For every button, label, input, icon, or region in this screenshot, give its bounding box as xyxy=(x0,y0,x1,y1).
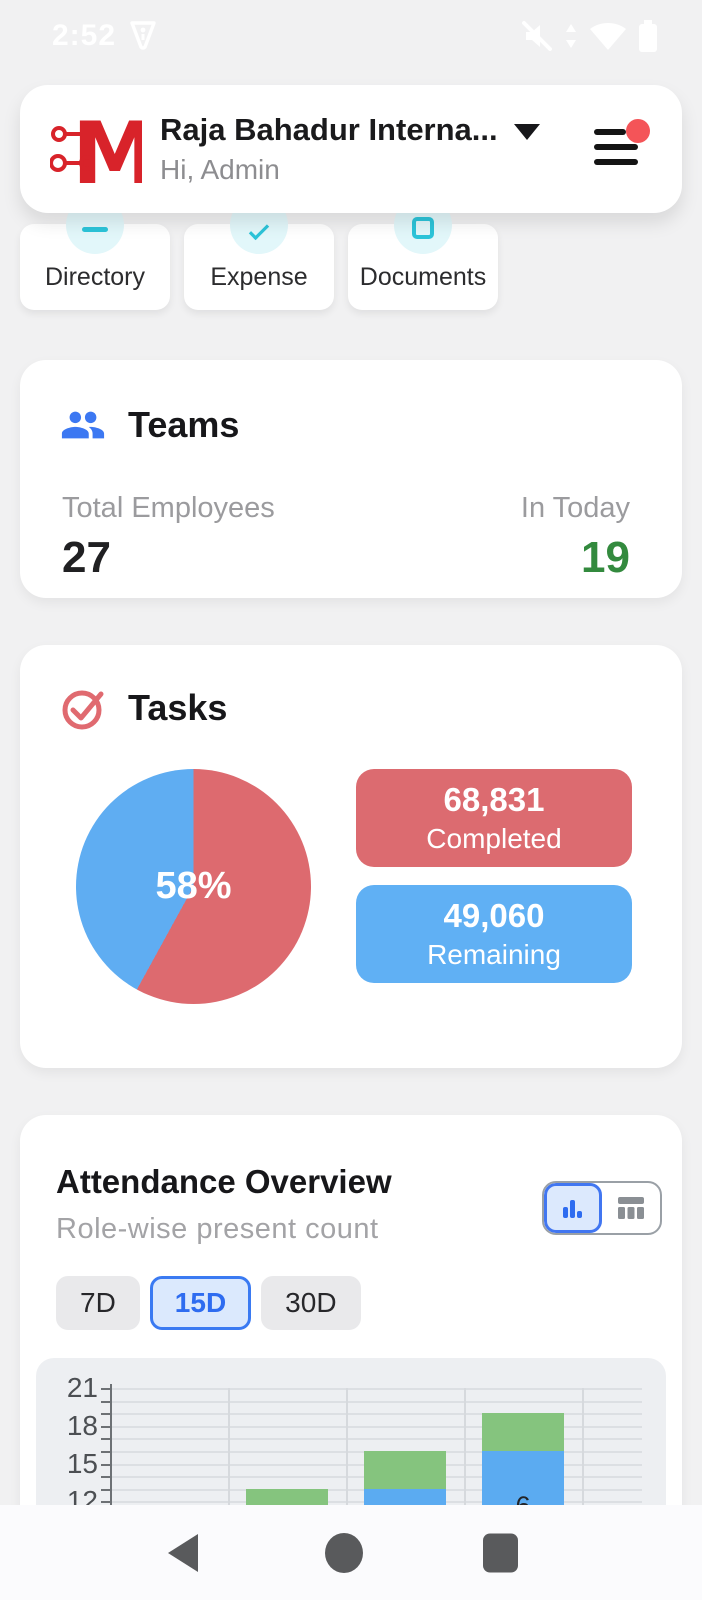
bar-segment-green xyxy=(364,1451,446,1489)
tasks-pie-chart: 58% xyxy=(76,769,311,1004)
data-arrows-icon xyxy=(564,20,578,52)
y-axis-label: 18 xyxy=(66,1409,98,1441)
android-nav-bar xyxy=(0,1505,702,1600)
status-bar: 2:52 xyxy=(0,0,702,72)
tasks-card[interactable]: Tasks 58% 68,831 Completed 49,060 Remain… xyxy=(20,645,682,1068)
chevron-down-icon xyxy=(513,124,540,140)
teams-people-icon xyxy=(61,411,105,439)
attendance-title: Attendance Overview xyxy=(56,1163,392,1200)
bar-chart-icon xyxy=(563,1200,582,1218)
in-today-stat: In Today 19 xyxy=(520,492,630,582)
nav-recents-icon[interactable] xyxy=(483,1533,518,1572)
bar-value-label: 6 xyxy=(515,1490,531,1507)
bar-segment-blue xyxy=(482,1451,564,1507)
company-logo-m: M xyxy=(50,104,142,197)
tasks-check-circle-icon xyxy=(62,690,104,730)
view-toggle xyxy=(542,1181,662,1235)
notification-dot xyxy=(626,119,650,143)
total-employees-stat: Total Employees 27 xyxy=(62,492,275,582)
period-selector: 7D 15D 30D xyxy=(56,1276,666,1330)
volume-muted-icon xyxy=(520,20,554,52)
company-name: Raja Bahadur Interna... xyxy=(160,112,498,147)
battery-icon xyxy=(638,19,658,53)
quick-card-directory[interactable]: Directory xyxy=(20,196,170,310)
company-selector[interactable]: Raja Bahadur Interna... xyxy=(160,112,540,148)
nav-back-icon[interactable] xyxy=(168,1533,198,1572)
bar-segment-green xyxy=(482,1413,564,1451)
table-icon xyxy=(618,1197,644,1219)
attendance-chart: 21 18 15 12 6 xyxy=(36,1358,666,1507)
svg-text:M: M xyxy=(72,104,142,197)
pie-percent-label: 58% xyxy=(155,865,232,907)
y-axis-label: 15 xyxy=(66,1447,98,1479)
bar-segment-green xyxy=(246,1488,328,1507)
teams-title: Teams xyxy=(128,404,240,445)
app-header-card: M Raja Bahadur Interna... Hi, Admin xyxy=(20,85,682,213)
attendance-subtitle: Role-wise present count xyxy=(56,1213,379,1245)
period-button-7d[interactable]: 7D xyxy=(56,1276,140,1330)
period-button-15d[interactable]: 15D xyxy=(149,1276,252,1330)
menu-button[interactable] xyxy=(594,119,650,171)
greeting-text: Hi, Admin xyxy=(160,154,280,185)
completed-pill: 68,831 Completed xyxy=(356,769,632,867)
bar-segment-blue xyxy=(364,1488,446,1507)
status-time: 2:52 xyxy=(52,19,117,52)
vpn-shield-icon xyxy=(128,19,158,53)
quick-card-expense[interactable]: Expense xyxy=(184,196,334,310)
total-employees-value: 27 xyxy=(62,533,111,582)
nav-home-icon[interactable] xyxy=(325,1532,363,1573)
tasks-title: Tasks xyxy=(128,687,228,728)
remaining-pill: 49,060 Remaining xyxy=(356,885,632,983)
in-today-value: 19 xyxy=(581,533,630,582)
teams-card[interactable]: Teams Total Employees 27 In Today 19 xyxy=(20,360,682,598)
quick-actions-row: Directory Expense Documents xyxy=(20,196,498,310)
menu-icon xyxy=(594,129,626,135)
period-button-30d[interactable]: 30D xyxy=(261,1276,361,1330)
quick-card-documents[interactable]: Documents xyxy=(348,196,498,310)
table-view-button[interactable] xyxy=(602,1183,660,1233)
y-axis-label: 12 xyxy=(66,1485,98,1507)
wifi-icon xyxy=(588,20,628,52)
y-axis-label: 21 xyxy=(66,1372,98,1403)
bar-chart-view-button[interactable] xyxy=(544,1183,602,1233)
